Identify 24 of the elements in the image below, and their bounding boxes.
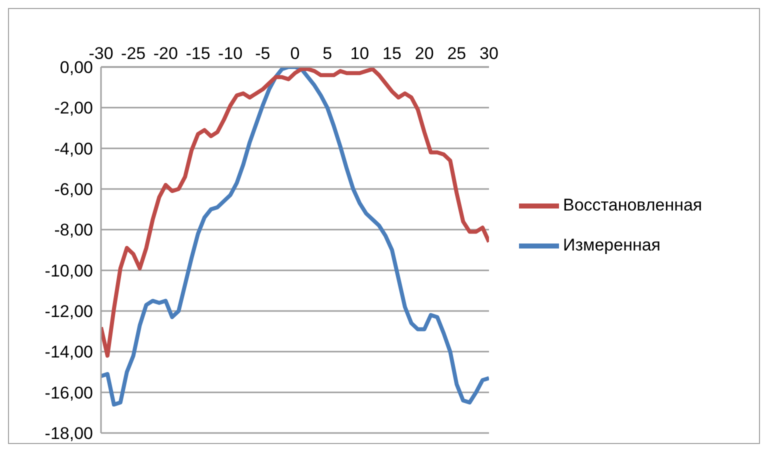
y-tick-label: -16,00 [44,383,93,402]
legend-label: Измеренная [563,235,661,254]
x-tick-label: -10 [218,44,243,63]
x-tick-label: -5 [255,44,270,63]
x-tick-label: 15 [382,44,402,63]
y-tick-label: -14,00 [44,342,93,362]
y-tick-label: -8,00 [54,220,93,240]
x-tick-label: 20 [414,44,434,63]
x-tick-label: 0 [290,44,300,63]
legend-label: Восстановленная [563,195,702,214]
x-tick-label: 30 [480,44,498,63]
x-tick-label: 25 [447,44,466,63]
y-tick-label: 0,00 [60,58,93,78]
y-tick-label: -6,00 [54,180,93,200]
x-tick-label: -15 [186,44,210,63]
y-tick-label: -10,00 [44,261,93,280]
y-tick-label: -2,00 [54,98,93,118]
y-tick-label: -12,00 [44,302,93,322]
x-tick-label: -25 [121,44,146,63]
x-tick-label: 5 [322,44,332,63]
x-tick-label: 10 [350,44,370,63]
y-tick-label: -18,00 [44,424,93,444]
x-tick-label: -20 [153,44,178,63]
y-tick-label: -4,00 [54,139,93,158]
